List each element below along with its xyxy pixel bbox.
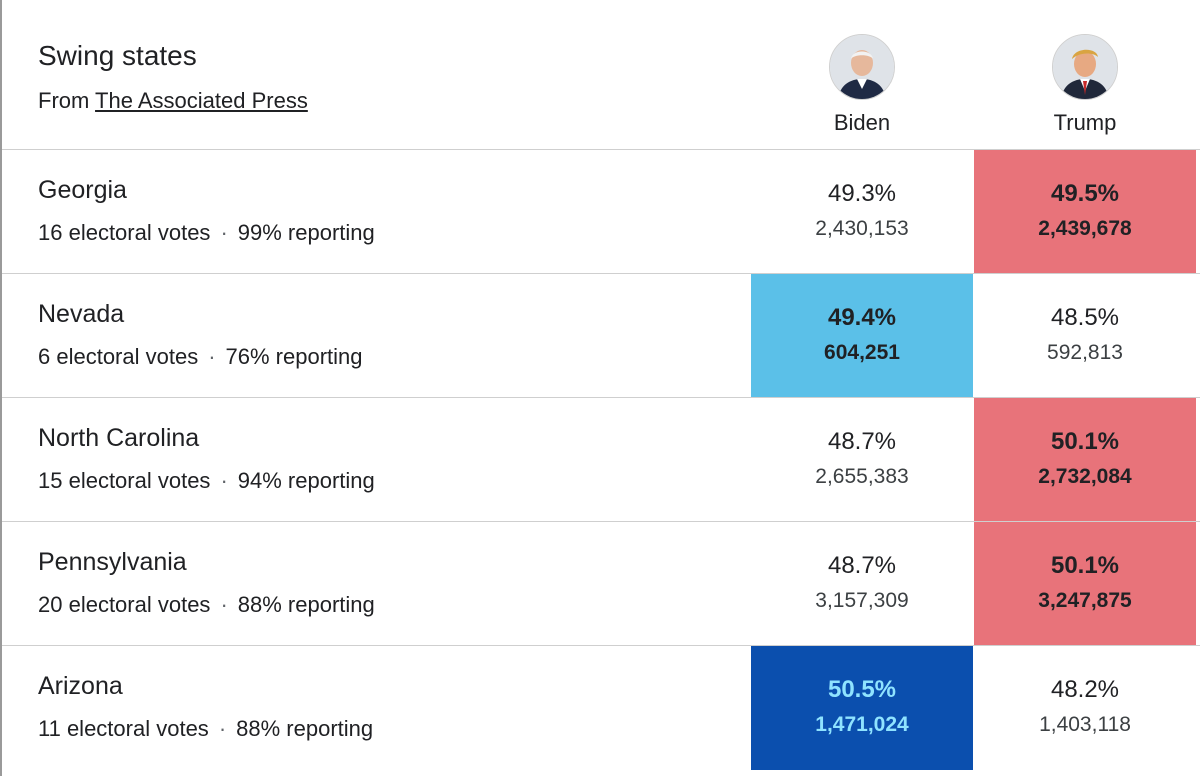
vote-count: 2,430,153	[815, 217, 909, 240]
candidate-biden: Biden	[751, 34, 973, 136]
separator-dot: ·	[220, 468, 228, 493]
vote-count: 3,157,309	[815, 589, 909, 612]
trump-result-cell: 48.5% 592,813	[974, 274, 1196, 397]
card-title: Swing states	[38, 40, 197, 71]
card-header: Swing states From The Associated Press B…	[2, 0, 1200, 150]
trump-result-cell: 48.2% 1,403,118	[974, 646, 1196, 769]
state-meta: 20 electoral votes · 88% reporting	[38, 592, 375, 618]
state-name: Georgia	[38, 176, 127, 204]
vote-percent: 48.5%	[1050, 304, 1120, 331]
electoral-votes: 11 electoral votes	[38, 716, 209, 741]
vote-count: 592,813	[1047, 341, 1123, 364]
biden-result-cell: 49.3% 2,430,153	[751, 150, 973, 273]
vote-count: 2,655,383	[815, 465, 909, 488]
trump-result-cell: 50.1% 3,247,875	[974, 522, 1196, 645]
biden-result-cell: 50.5% 1,471,024	[751, 646, 973, 770]
biden-result-cell: 49.4% 604,251	[751, 274, 973, 397]
table-row[interactable]: Nevada 6 electoral votes · 76% reporting 4…	[2, 274, 1200, 398]
electoral-votes: 16 electoral votes	[38, 220, 211, 245]
vote-percent: 50.5%	[827, 676, 897, 703]
state-name: Arizona	[38, 672, 123, 700]
table-row[interactable]: North Carolina 15 electoral votes · 94% re…	[2, 398, 1200, 522]
vote-count: 1,403,118	[1039, 713, 1131, 736]
reporting-status: 88% reporting	[237, 592, 375, 617]
state-meta: 11 electoral votes · 88% reporting	[38, 716, 373, 742]
vote-percent: 49.4%	[827, 304, 897, 331]
separator-dot: ·	[220, 592, 228, 617]
reporting-status: 76% reporting	[225, 344, 363, 369]
vote-percent: 49.3%	[827, 180, 897, 207]
table-row[interactable]: Arizona 11 electoral votes · 88% reporting…	[2, 646, 1200, 776]
source-line: From The Associated Press	[38, 88, 308, 114]
vote-count: 2,732,084	[1038, 465, 1132, 488]
electoral-votes: 6 electoral votes	[38, 344, 199, 369]
table-row[interactable]: Pennsylvania 20 electoral votes · 88% repo…	[2, 522, 1200, 646]
state-meta: 15 electoral votes · 94% reporting	[38, 468, 375, 494]
source-link[interactable]: The Associated Press	[95, 88, 308, 113]
state-name: Nevada	[38, 300, 125, 328]
vote-percent: 48.7%	[827, 428, 897, 455]
vote-percent: 50.1%	[1050, 428, 1120, 455]
trump-result-cell: 49.5% 2,439,678	[974, 150, 1196, 273]
vote-percent: 50.1%	[1050, 552, 1120, 579]
electoral-votes: 15 electoral votes	[38, 468, 211, 493]
separator-dot: ·	[220, 220, 228, 245]
reporting-status: 99% reporting	[237, 220, 375, 245]
vote-count: 604,251	[824, 341, 900, 364]
vote-count: 2,439,678	[1038, 217, 1132, 240]
state-meta: 6 electoral votes · 76% reporting	[38, 344, 363, 370]
biden-result-cell: 48.7% 2,655,383	[751, 398, 973, 521]
table-row[interactable]: Georgia 16 electoral votes · 99% reporting…	[2, 150, 1200, 274]
separator-dot: ·	[208, 344, 216, 369]
biden-result-cell: 48.7% 3,157,309	[751, 522, 973, 645]
person-avatar-icon	[829, 34, 895, 100]
candidate-name: Trump	[1053, 110, 1117, 135]
candidate-trump: Trump	[974, 34, 1196, 136]
vote-percent: 48.2%	[1050, 676, 1120, 703]
vote-percent: 49.5%	[1050, 180, 1120, 207]
state-meta: 16 electoral votes · 99% reporting	[38, 220, 375, 246]
reporting-status: 88% reporting	[236, 716, 374, 741]
vote-percent: 48.7%	[827, 552, 897, 579]
person-avatar-icon	[1052, 34, 1118, 100]
reporting-status: 94% reporting	[237, 468, 375, 493]
source-prefix: From	[38, 88, 90, 113]
state-name: North Carolina	[38, 424, 200, 452]
vote-count: 1,471,024	[815, 713, 909, 736]
electoral-votes: 20 electoral votes	[38, 592, 211, 617]
state-name: Pennsylvania	[38, 548, 187, 576]
separator-dot: ·	[218, 716, 227, 741]
vote-count: 3,247,875	[1038, 589, 1132, 612]
candidate-name: Biden	[833, 110, 891, 135]
trump-result-cell: 50.1% 2,732,084	[974, 398, 1196, 521]
